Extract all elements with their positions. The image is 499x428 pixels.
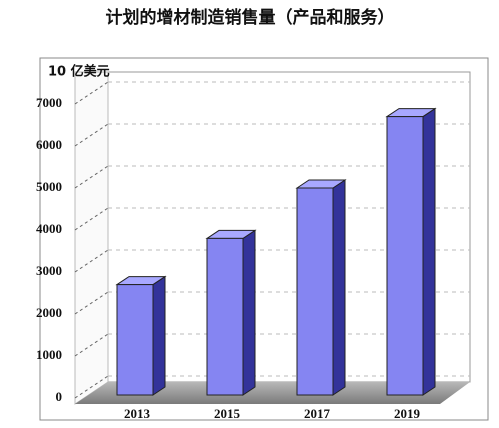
grid-segment xyxy=(74,81,109,105)
bar-front xyxy=(386,116,424,396)
grid-line xyxy=(74,81,470,105)
frame xyxy=(39,57,489,421)
grid-segment xyxy=(74,249,109,273)
y-tick-label: 4000 xyxy=(36,221,62,236)
grid-line xyxy=(74,291,470,315)
y-tick-label: 1000 xyxy=(36,347,62,362)
y-tick-label: 5000 xyxy=(36,179,62,194)
y-tick-label: 7000 xyxy=(36,95,62,110)
bar xyxy=(205,229,257,396)
y-tick-label: 2000 xyxy=(36,305,62,320)
bar-front xyxy=(116,284,154,396)
grid-segment xyxy=(74,375,109,399)
bar xyxy=(385,107,437,396)
bar-side xyxy=(332,179,346,396)
bar-side xyxy=(152,275,166,396)
bar-side xyxy=(422,107,436,396)
bar xyxy=(115,275,167,396)
grid-line xyxy=(74,165,470,189)
grid-line xyxy=(74,333,470,357)
grid-line xyxy=(74,123,470,147)
y-tick-label: 3000 xyxy=(36,263,62,278)
bar-front xyxy=(206,237,244,396)
y-tick-label: 0 xyxy=(56,389,63,404)
y-tick-label: 6000 xyxy=(36,137,62,152)
x-tick-label: 2019 xyxy=(394,406,421,421)
grid-segment xyxy=(74,207,109,231)
x-tick-label: 2013 xyxy=(124,406,151,421)
grid-segment xyxy=(74,291,109,315)
x-tick-label: 2017 xyxy=(304,406,331,421)
side-wall xyxy=(74,71,109,405)
grid-line xyxy=(74,375,470,399)
grid-segment xyxy=(74,333,109,357)
chart-title: 计划的增材制造销售量（产品和服务） xyxy=(106,7,395,28)
y-axis-label: 10 亿美元 xyxy=(48,64,110,80)
grid-line xyxy=(74,249,470,273)
floor xyxy=(75,382,470,404)
bar-side xyxy=(242,229,256,396)
bar-front xyxy=(296,187,334,396)
grid-line xyxy=(74,207,470,231)
grid-segment xyxy=(74,165,109,189)
bar xyxy=(295,179,347,396)
grid-segment xyxy=(74,123,109,147)
x-tick-label: 2015 xyxy=(214,406,241,421)
